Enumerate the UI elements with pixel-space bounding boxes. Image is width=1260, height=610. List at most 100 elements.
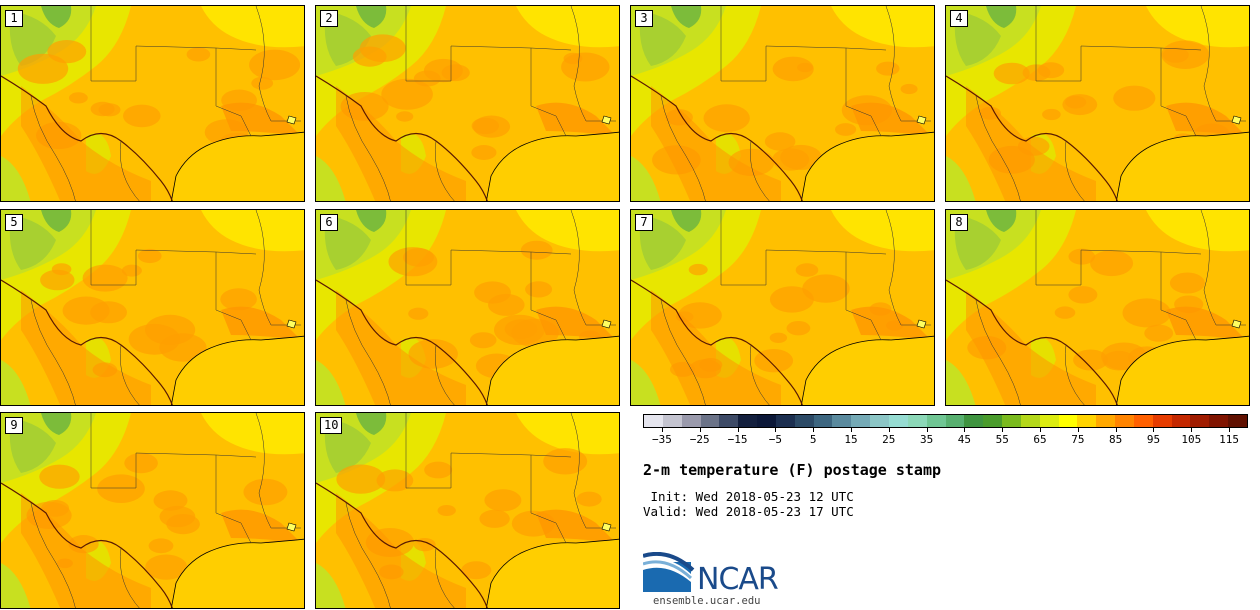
init-time: Init: Wed 2018-05-23 12 UTC	[643, 489, 854, 504]
colorbar-tick	[1077, 428, 1079, 432]
member-panel: 4	[945, 5, 1250, 202]
member-number-label: 1	[5, 10, 23, 27]
temperature-map	[946, 6, 1249, 201]
colorbar-tick	[737, 428, 739, 432]
colorbar-swatch	[832, 415, 852, 427]
colorbar-swatch	[1077, 415, 1097, 427]
temperature-map	[316, 6, 619, 201]
temperature-map	[1, 6, 304, 201]
member-panel: 2	[315, 5, 620, 202]
colorbar-tick	[699, 428, 701, 432]
colorbar-tick	[1002, 428, 1004, 432]
colorbar-swatch	[757, 415, 776, 427]
colorbar-swatch	[1209, 415, 1229, 427]
colorbar-tick-label: −35	[651, 433, 672, 446]
member-number-label: 4	[950, 10, 968, 27]
colorbar-swatch	[1115, 415, 1134, 427]
colorbar-swatch	[1058, 415, 1078, 427]
colorbar-swatch	[719, 415, 739, 427]
colorbar-tick-label: 25	[882, 433, 896, 446]
colorbar-tick	[1229, 428, 1231, 432]
member-panel: 7	[630, 209, 935, 406]
member-number-label: 5	[5, 214, 23, 231]
temperature-map	[316, 210, 619, 405]
member-panel: 6	[315, 209, 620, 406]
temperature-colorbar	[643, 414, 1248, 428]
colorbar-tick	[1040, 428, 1042, 432]
colorbar-tick-label: −5	[768, 433, 782, 446]
colorbar-tick-label: 115	[1219, 433, 1240, 446]
colorbar-tick-label: 35	[919, 433, 934, 446]
colorbar-tick-label: 85	[1109, 433, 1123, 446]
colorbar-swatch	[1133, 415, 1153, 427]
member-panel: 10	[315, 412, 620, 609]
member-panel: 5	[0, 209, 305, 406]
colorbar-tick-label: 75	[1071, 433, 1085, 446]
site-url[interactable]: ensemble.ucar.edu	[653, 595, 761, 607]
temperature-map	[631, 6, 934, 201]
colorbar-tick	[926, 428, 928, 432]
colorbar-tick-label: 65	[1033, 433, 1047, 446]
ncar-logo-text: NCAR	[697, 562, 779, 597]
colorbar-tick	[1191, 428, 1193, 432]
colorbar-tick-label: −25	[689, 433, 710, 446]
member-panel: 1	[0, 5, 305, 202]
colorbar-swatch	[907, 415, 927, 427]
temperature-map	[316, 413, 619, 608]
colorbar-tick	[1153, 428, 1155, 432]
ncar-logo-icon	[643, 552, 695, 592]
colorbar-swatch	[945, 415, 965, 427]
colorbar-swatch	[813, 415, 833, 427]
colorbar-swatch	[964, 415, 984, 427]
member-number-label: 7	[635, 214, 653, 231]
colorbar-swatch	[1171, 415, 1191, 427]
valid-time: Valid: Wed 2018-05-23 17 UTC	[643, 504, 854, 519]
colorbar-swatch	[662, 415, 682, 427]
temperature-map	[946, 210, 1249, 405]
colorbar-tick-label: 95	[1146, 433, 1161, 446]
temperature-map	[631, 210, 934, 405]
member-panel: 8	[945, 209, 1250, 406]
colorbar-tick-label: 105	[1181, 433, 1202, 446]
member-number-label: 2	[320, 10, 338, 27]
colorbar-swatch	[851, 415, 871, 427]
colorbar-swatch	[870, 415, 889, 427]
member-number-label: 8	[950, 214, 968, 231]
chart-title: 2-m temperature (F) postage stamp	[643, 461, 942, 479]
colorbar-tick	[888, 428, 890, 432]
member-number-label: 10	[320, 417, 343, 434]
colorbar-swatch	[888, 415, 908, 427]
colorbar-swatch	[681, 415, 701, 427]
colorbar-swatch	[738, 415, 758, 427]
temperature-map	[1, 413, 304, 608]
colorbar-tick-label: 15	[844, 433, 858, 446]
colorbar-tick	[850, 428, 852, 432]
member-panel: 9	[0, 412, 305, 609]
colorbar-tick-label: 45	[957, 433, 972, 446]
colorbar-swatch	[1096, 415, 1116, 427]
colorbar-tick-label: 5	[809, 433, 817, 446]
colorbar-swatch	[775, 415, 795, 427]
colorbar-tick-label: −15	[727, 433, 748, 446]
colorbar-tick-label: 55	[995, 433, 1009, 446]
colorbar-tick	[775, 428, 777, 432]
colorbar-swatch	[644, 415, 663, 427]
colorbar-swatch	[926, 415, 946, 427]
colorbar-swatch	[1020, 415, 1040, 427]
member-panel: 3	[630, 5, 935, 202]
member-number-label: 3	[635, 10, 653, 27]
colorbar-tick	[1115, 428, 1117, 432]
member-number-label: 9	[5, 417, 23, 434]
colorbar-tick	[661, 428, 663, 432]
member-number-label: 6	[320, 214, 338, 231]
colorbar-swatch	[700, 415, 720, 427]
colorbar-swatch	[1152, 415, 1172, 427]
colorbar-swatch	[1002, 415, 1021, 427]
colorbar-swatch	[1039, 415, 1059, 427]
colorbar-swatch	[983, 415, 1003, 427]
colorbar-tick	[964, 428, 966, 432]
colorbar-swatch	[1228, 415, 1247, 427]
colorbar-swatch	[794, 415, 814, 427]
temperature-map	[1, 210, 304, 405]
colorbar-ticks: −35 −25 −15 −5 5 15 25 35 45 55 65 75 85 95 105 115	[643, 428, 1248, 452]
